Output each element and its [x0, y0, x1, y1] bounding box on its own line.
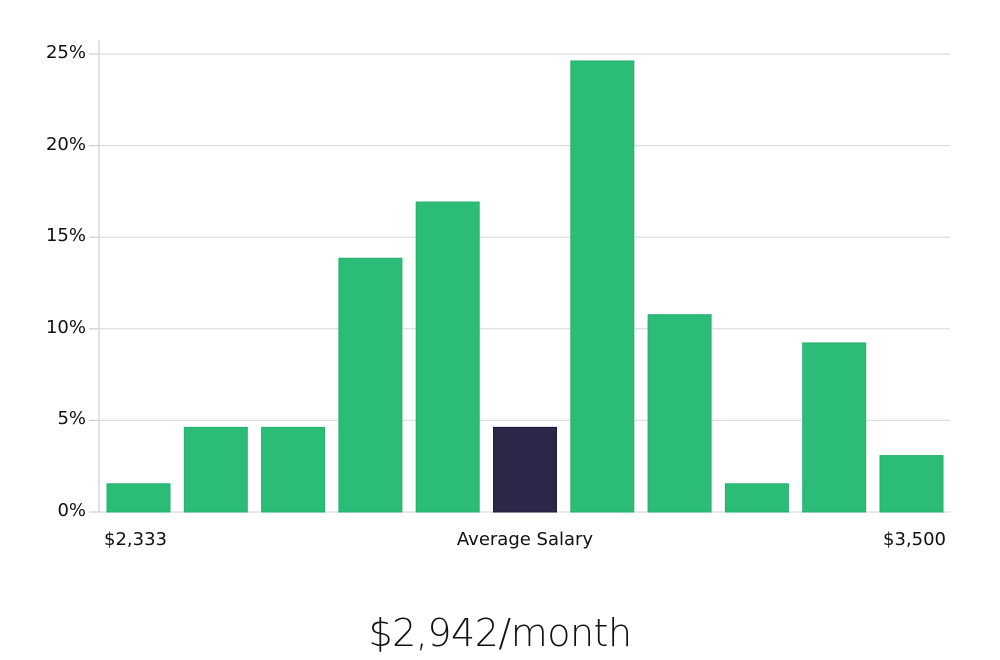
bar [802, 342, 867, 513]
x-axis-title: Average Salary [456, 529, 594, 550]
bar-highlighted [493, 426, 557, 513]
bar [647, 314, 712, 513]
y-tick-label: 15% [45, 225, 86, 247]
y-tick-label: 5% [57, 408, 86, 430]
y-tick-label: 0% [57, 500, 86, 521]
bar [415, 201, 480, 513]
bar [261, 426, 326, 513]
x-axis-max-label: $3,500 [883, 529, 946, 550]
bar [338, 257, 403, 513]
bar [183, 426, 248, 513]
y-tick-label: 25% [45, 42, 86, 63]
bar [106, 483, 171, 513]
bar [724, 483, 789, 513]
average-salary-headline: $2,942/month [368, 611, 632, 655]
x-axis-min-label: $2,333 [104, 529, 167, 550]
y-tick-label: 10% [45, 316, 86, 338]
y-tick-label: 20% [45, 133, 86, 155]
bar [879, 455, 944, 513]
bar [570, 60, 635, 513]
